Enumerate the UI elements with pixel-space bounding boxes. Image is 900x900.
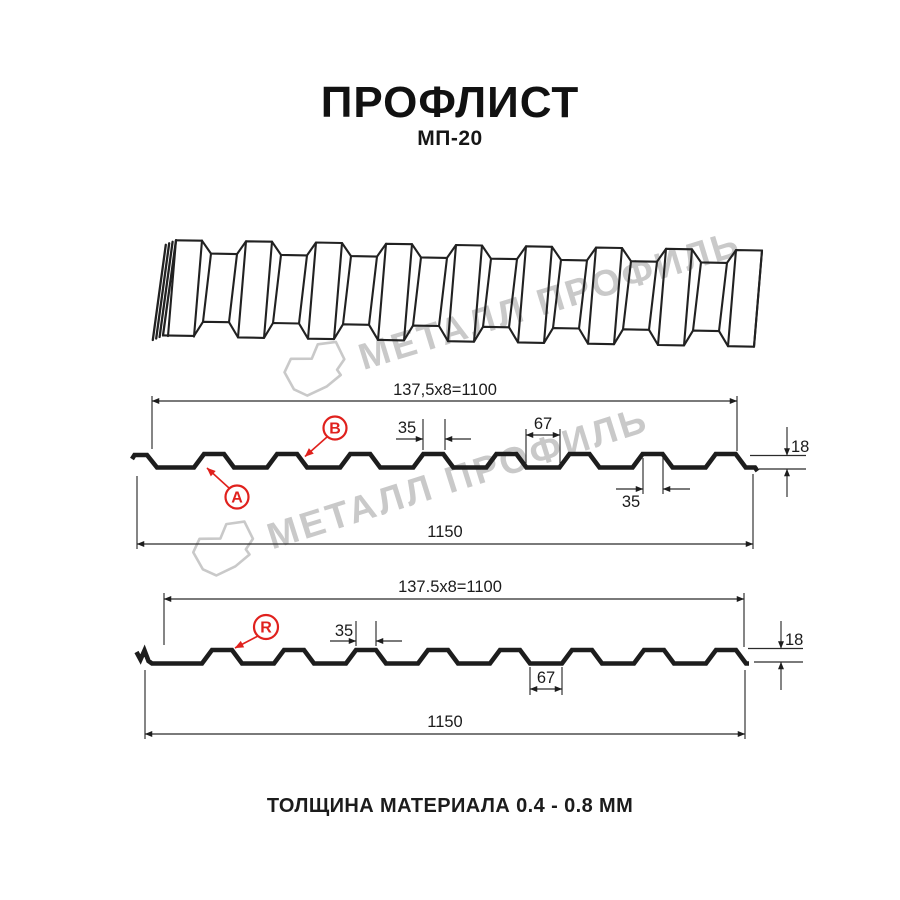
profile-outline [130,451,760,473]
callout-a-label: A [231,490,243,507]
dim-rib-top-width: 35 [335,622,353,640]
profile-3d-line [691,261,703,332]
profile-3d-line [236,240,248,339]
profile-3d-line [367,255,379,326]
profile-3d-line [227,253,239,324]
callout-b-circle [322,415,348,441]
profile-3d-line [161,239,178,337]
profile-3d-line [726,249,738,348]
profile-3d-line [151,243,167,342]
profile-3d-line [586,246,598,345]
dim-rib-top-width: 35 [398,419,416,437]
watermark-metall-profil: МЕТАЛЛ ПРОФИЛЬ [191,399,654,577]
profile-3d-line [155,242,171,340]
dim-valley-width: 67 [537,669,555,687]
profile-3d-line [262,240,274,339]
profile-3d-line [752,249,764,348]
profile-3d-line [411,256,423,327]
profile-3d-line [437,256,449,328]
dim-profile-height: 18 [785,631,803,649]
callout-b-label: B [329,421,341,438]
dim-overall-width: 1150 [427,523,462,541]
profile-3d-line [481,257,493,328]
material-thickness-note: ТОЛЩИНА МАТЕРИАЛА 0.4 - 0.8 ММ [266,795,634,817]
profile-3d-line [446,243,458,343]
profile-3d-line [647,260,659,331]
profile-3d-line [621,260,633,331]
profile-3d-line [332,241,344,341]
callout-r-label: R [260,620,272,637]
dim-profile-height: 18 [791,438,809,456]
page-subtitle: МП-20 [417,127,483,150]
dim-valley-width: 67 [534,415,552,433]
profile-3d-line [162,320,756,348]
profile-3d-line [612,246,624,346]
profile-3d-line [472,244,484,343]
dim-coverage-width: 137.5x8=1100 [398,578,502,596]
profile-3d-line [507,258,519,329]
profile-section-drawing-2: 137.5x8=1100 35 67 18 1150 [134,578,803,739]
profile-3d-line [542,245,554,344]
profile-3d-line [297,254,309,325]
dim-rib-top-width-2: 35 [622,493,640,511]
profile-3d-line [656,247,668,347]
dim-overall-width: 1150 [427,713,462,731]
profile-3d-line [192,239,204,338]
dim-coverage-width: 137,5x8=1100 [393,381,497,399]
watermark-metall-profil: МЕТАЛЛ ПРОФИЛЬ [283,222,746,397]
profile-3d-line [402,243,414,342]
profile-3d-line [174,239,764,264]
profile-3d-line [577,259,589,330]
profile-3d-line [158,240,174,339]
profile-3d-view [151,238,764,348]
profile-section-drawing-1: 137,5x8=1100 35 67 35 18 [130,381,809,549]
metall-profil-logo [191,520,255,577]
callout-r-circle [252,613,280,641]
profile-3d-line [682,248,694,347]
profile-outline [134,644,749,666]
profile-3d-line [201,252,213,323]
metall-profil-logo [283,340,346,397]
profile-3d-line [306,241,318,340]
profile-3d-line [551,258,563,330]
profile-3d-line [516,245,528,344]
profile-3d-line [376,242,388,341]
page-title: ПРОФЛИСТ [320,78,580,127]
profile-3d-line [717,261,729,333]
profile-3d-line [341,255,353,326]
callout-a-circle [224,484,250,510]
profile-3d-line [271,253,283,325]
